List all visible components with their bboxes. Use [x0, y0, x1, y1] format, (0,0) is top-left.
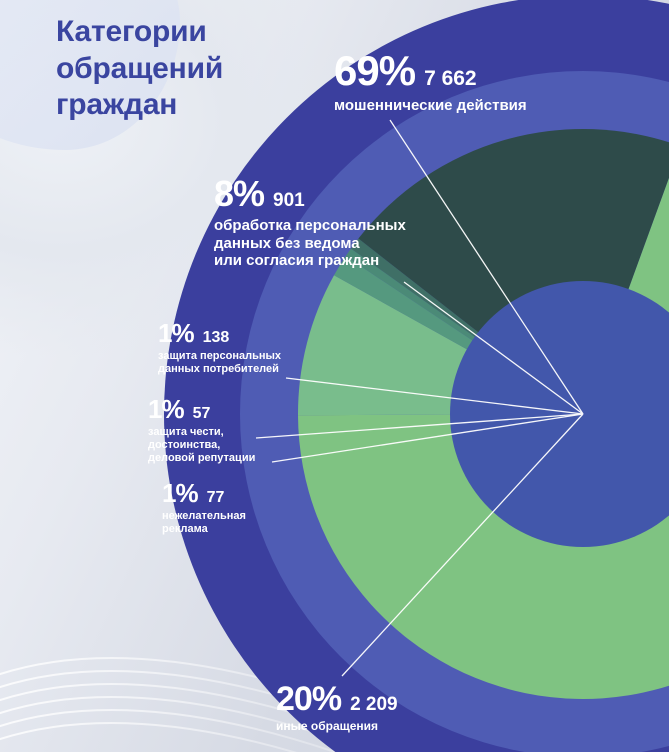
- leader-line-fraud: [389, 119, 584, 415]
- callout-count: 77: [206, 489, 225, 506]
- callout-description: иные обращения: [276, 719, 379, 733]
- callout-count: 901: [273, 190, 305, 211]
- leader-line-personal-data-processing: [403, 281, 584, 415]
- callout-honor-dignity-reputation: 1% 57 защита чести, достоинства, деловой р…: [148, 396, 255, 465]
- callout-description: нежелательная реклама: [162, 510, 246, 535]
- callout-count: 138: [202, 329, 230, 346]
- donut-hole: [450, 281, 669, 547]
- callout-percent: 1%: [148, 394, 185, 424]
- callout-percent: 1%: [162, 478, 199, 508]
- leader-line-honor-dignity-reputation: [255, 413, 584, 439]
- callout-description: мошеннические действия: [334, 97, 527, 114]
- callout-description: защита персональных данных потребителей: [158, 350, 282, 375]
- callout-description: обработка персональных данных без ведома и…: [214, 217, 406, 270]
- leader-line-unwanted-advertising: [271, 413, 584, 463]
- callout-percent: 20%: [276, 680, 342, 718]
- callout-count: 57: [192, 405, 211, 422]
- leader-line-other-appeals: [341, 413, 584, 677]
- callout-percent: 8%: [214, 173, 265, 214]
- callout-other-appeals: 20% 2 209 иные обращения: [276, 682, 398, 733]
- callout-count: 2 209: [350, 694, 398, 715]
- callout-personal-data-processing: 8% 901 обработка персональных данных без …: [214, 176, 406, 270]
- leader-lines: [255, 119, 584, 677]
- leader-line-consumer-data-protection: [285, 377, 584, 415]
- callout-count: 7 662: [424, 67, 477, 90]
- callout-percent: 1%: [158, 318, 195, 348]
- callout-percent: 69%: [334, 47, 416, 94]
- callout-consumer-data-protection: 1% 138 защита персональных данных потреби…: [158, 320, 281, 376]
- page-title: Категории обращений граждан: [56, 15, 224, 122]
- callout-description: защита чести, достоинства, деловой репутац…: [148, 426, 256, 464]
- callout-unwanted-advertising: 1% 77 нежелательная реклама: [162, 480, 246, 536]
- callout-fraud: 69% 7 662 мошеннические действия: [334, 50, 527, 115]
